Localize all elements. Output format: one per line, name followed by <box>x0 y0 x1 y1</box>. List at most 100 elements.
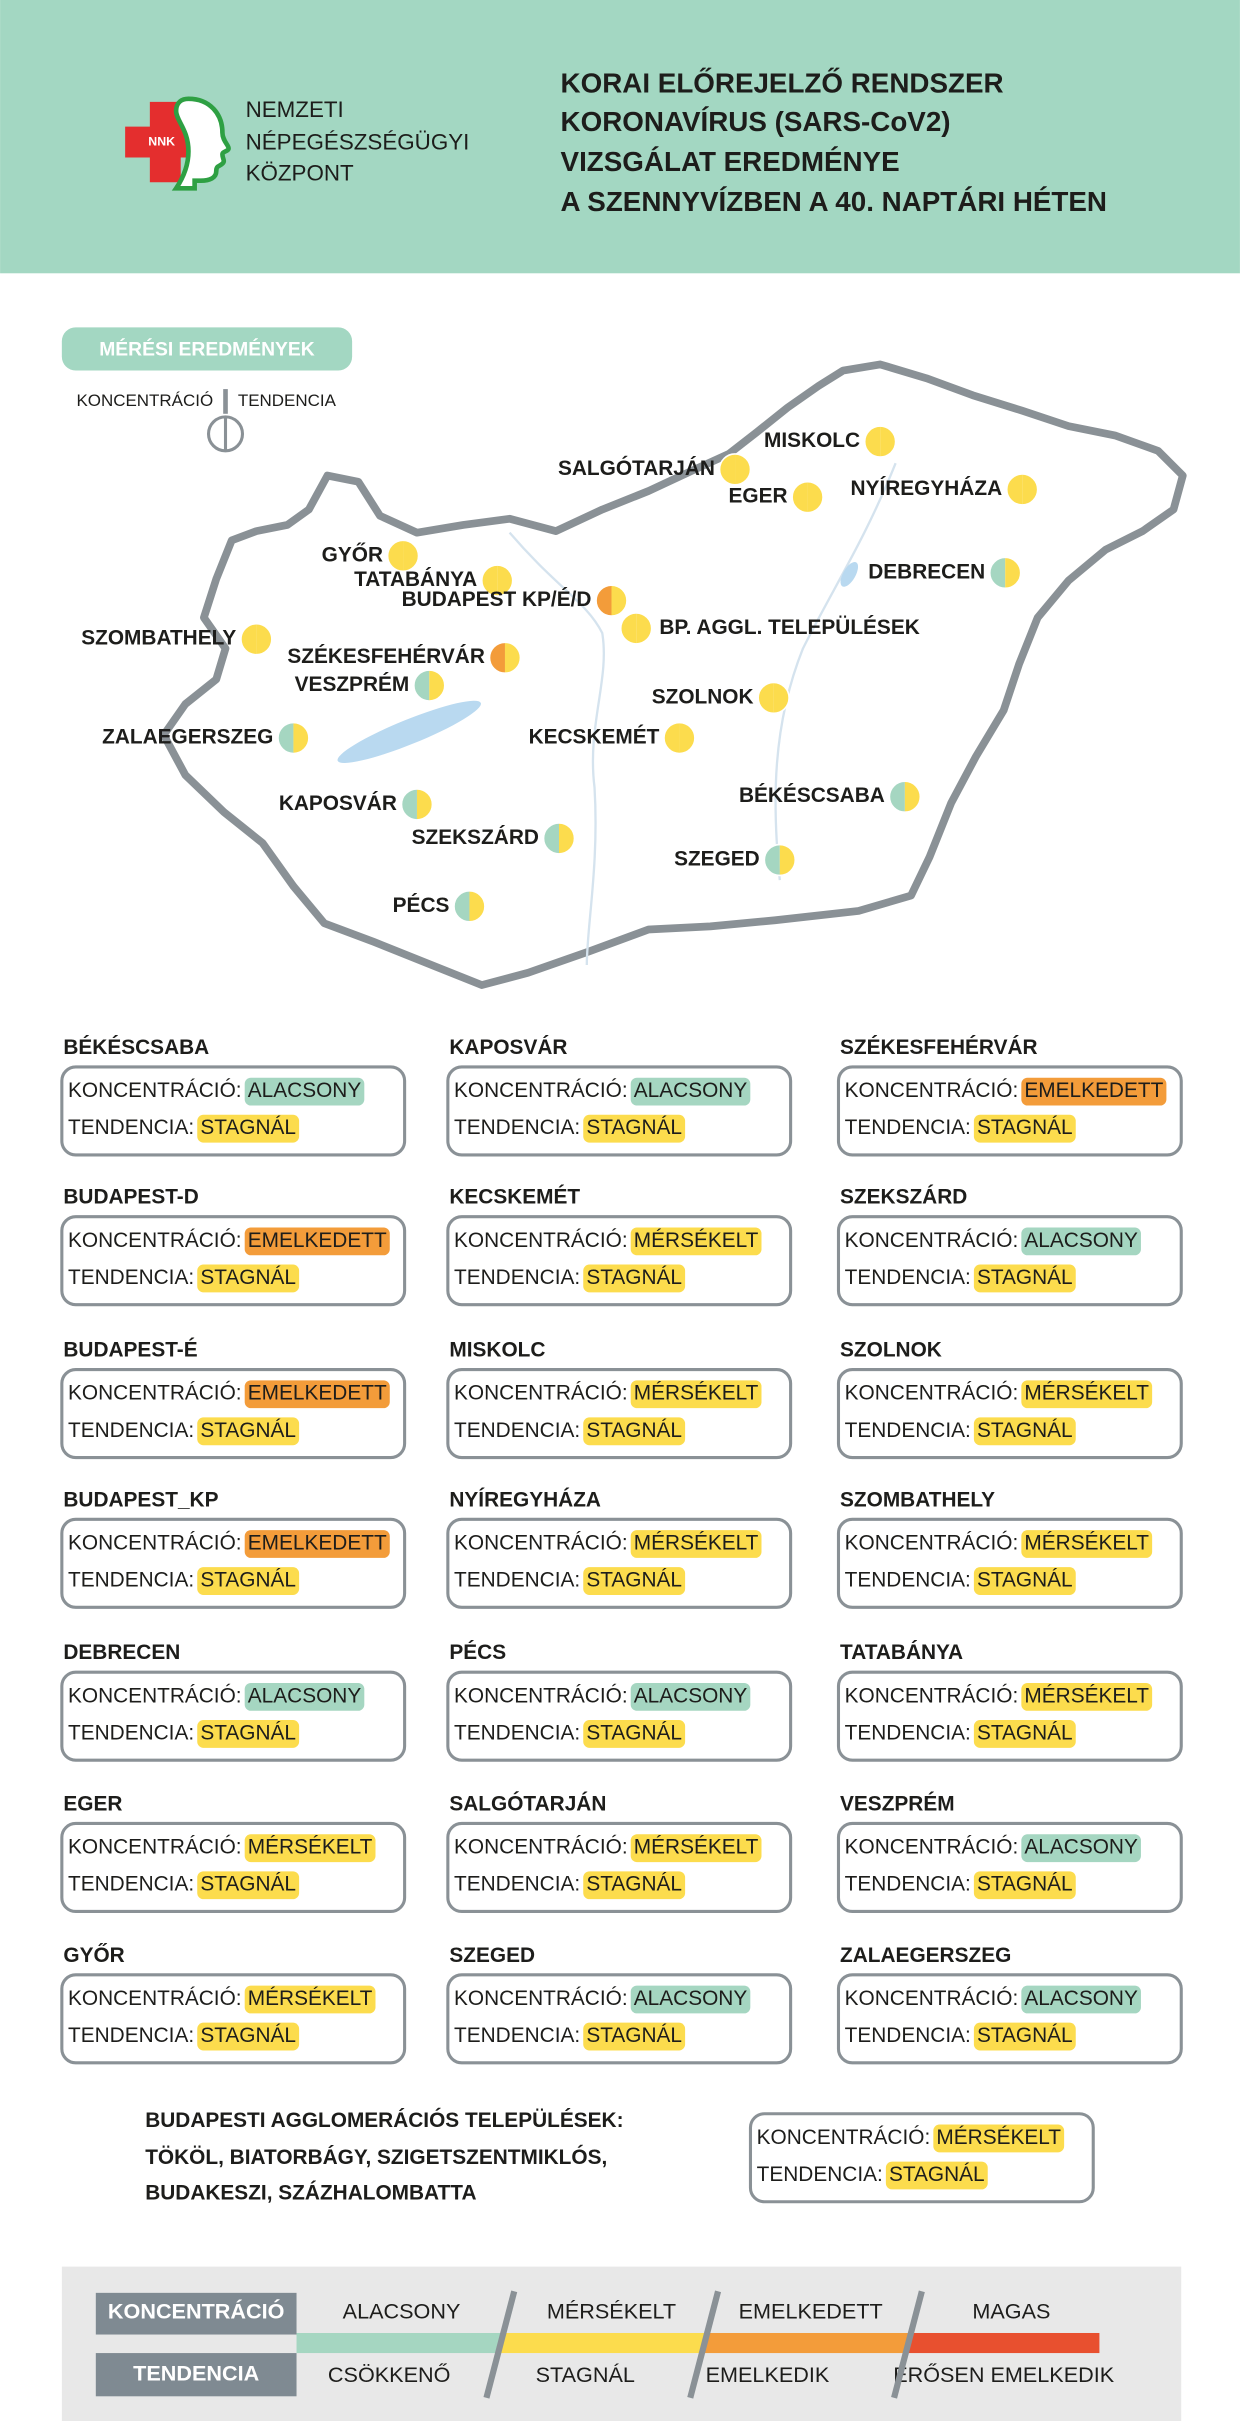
card-label: TENDENCIA: <box>68 1116 194 1139</box>
map-city: MISKOLC <box>764 425 897 458</box>
card-value: EMELKEDETT <box>248 1382 387 1405</box>
card-value: STAGNÁL <box>586 1419 682 1442</box>
card-name: SZÉKESFEHÉRVÁR <box>840 1036 1038 1059</box>
card-value: STAGNÁL <box>586 1721 682 1744</box>
indicator-outline <box>619 612 653 645</box>
indicator-right <box>735 453 751 485</box>
card-name: GYŐR <box>63 1944 124 1967</box>
city-label: BP. AGGL. TELEPÜLÉSEK <box>659 616 919 639</box>
card-value: ALACSONY <box>248 1684 362 1707</box>
indicator-outline <box>989 556 1022 590</box>
indicator-right <box>416 788 433 820</box>
card-value: STAGNÁL <box>977 1569 1073 1592</box>
card-label: TENDENCIA: <box>845 1419 971 1442</box>
indicator-right <box>880 426 896 458</box>
card-label: KONCENTRÁCIÓ: <box>454 1532 628 1555</box>
concentration-level: EMELKEDETT <box>739 2299 883 2324</box>
value-highlight <box>197 1567 300 1595</box>
card-name: TATABÁNYA <box>840 1641 963 1664</box>
scale-segment <box>704 2332 908 2354</box>
card-label: TENDENCIA: <box>845 1721 971 1744</box>
indicator-right <box>403 540 419 572</box>
title-line: VIZSGÁLAT EREDMÉNYE <box>561 146 900 177</box>
card-name: PÉCS <box>449 1641 506 1664</box>
city-label: MISKOLC <box>764 429 860 452</box>
value-highlight <box>244 1380 390 1409</box>
card-label: TENDENCIA: <box>845 2024 971 2047</box>
card-value: STAGNÁL <box>200 1569 296 1592</box>
country-outline <box>159 360 1187 989</box>
card-label: KONCENTRÁCIÓ: <box>454 1079 628 1102</box>
city-label: PÉCS <box>393 894 450 917</box>
card-value: STAGNÁL <box>586 1873 682 1896</box>
org-name: NEMZETI <box>246 97 344 122</box>
map-legend-label: KONCENTRÁCIÓ <box>76 391 213 410</box>
legend-title-box <box>95 2292 297 2335</box>
map-city: BP. AGGL. TELEPÜLÉSEK <box>619 612 920 645</box>
card-label: KONCENTRÁCIÓ: <box>454 1382 628 1405</box>
indicator-left <box>401 788 417 820</box>
result-card: KONCENTRÁCIÓ: MÉRSÉKELT TENDENCIA: STAGNÁL <box>748 2112 1095 2204</box>
city-label: KAPOSVÁR <box>279 792 397 815</box>
card-name: BUDAPEST_KP <box>63 1488 218 1511</box>
city-label: DEBRECEN <box>868 560 985 583</box>
value-highlight <box>973 1417 1076 1446</box>
card-value: STAGNÁL <box>200 1266 296 1289</box>
separator <box>483 2290 518 2399</box>
card-name: MISKOLC <box>449 1339 545 1362</box>
city-label: GYŐR <box>322 543 383 566</box>
city-label: EGER <box>728 485 787 508</box>
value-highlight <box>973 1720 1076 1748</box>
map-city: BUDAPEST KP/É/D <box>402 584 628 617</box>
card-value: MÉRSÉKELT <box>634 1532 759 1555</box>
card-label: KONCENTRÁCIÓ: <box>68 1532 242 1555</box>
map-city: SZOLNOK <box>652 681 790 715</box>
tendency-level: STAGNÁL <box>536 2362 635 2387</box>
title-line: KORONAVÍRUS (SARS-CoV2) <box>561 106 951 137</box>
card-label: KONCENTRÁCIÓ: <box>454 1229 628 1252</box>
card-label: KONCENTRÁCIÓ: <box>757 2126 931 2149</box>
map-legend-label: TENDENCIA <box>238 391 337 410</box>
card-label: TENDENCIA: <box>68 1873 194 1896</box>
lake <box>337 700 481 763</box>
value-highlight <box>244 1227 390 1256</box>
map-city: PÉCS <box>393 890 486 923</box>
card-value: STAGNÁL <box>977 1266 1073 1289</box>
card-label: KONCENTRÁCIÓ: <box>454 1684 628 1707</box>
indicator-outline <box>1006 473 1039 506</box>
indicator-left <box>481 565 498 596</box>
map-city: SZOMBATHELY <box>81 623 273 656</box>
indicator-left <box>387 540 404 572</box>
city-label: SZOLNOK <box>652 685 754 708</box>
indicator-outline <box>663 721 696 755</box>
indicator-left <box>758 682 774 714</box>
legend-title: KONCENTRÁCIÓ <box>108 2299 284 2324</box>
agglomeration-text: BUDAPESTI AGGLOMERÁCIÓS TELEPÜLÉSEK: <box>145 2108 623 2132</box>
card-value: STAGNÁL <box>200 1116 296 1139</box>
card-value: MÉRSÉKELT <box>634 1382 759 1405</box>
map-city: KAPOSVÁR <box>279 788 434 821</box>
value-highlight <box>583 2022 686 2051</box>
card-value: STAGNÁL <box>200 1873 296 1896</box>
city-label: SZOMBATHELY <box>81 627 236 650</box>
indicator-outline <box>718 453 752 486</box>
agglomeration-text: TÖKÖL, BIATORBÁGY, SZIGETSZENTMIKLÓS, <box>145 2145 607 2169</box>
city-label: SZEGED <box>674 848 760 871</box>
card-value: STAGNÁL <box>889 2163 985 2186</box>
value-highlight <box>197 1720 300 1748</box>
card-value: MÉRSÉKELT <box>936 2126 1061 2149</box>
lake <box>840 561 859 587</box>
card-label: TENDENCIA: <box>757 2163 883 2186</box>
indicator-right <box>773 682 790 714</box>
indicator-right <box>559 822 575 854</box>
indicator-right <box>1022 474 1038 505</box>
indicator-outline <box>757 681 790 715</box>
